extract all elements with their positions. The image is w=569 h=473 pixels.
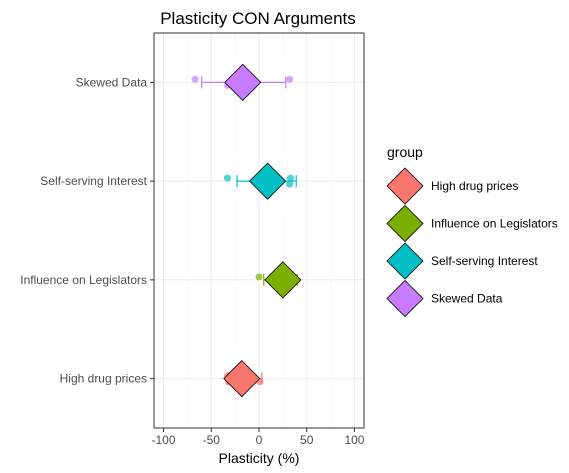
y-tick-label: Skewed Data	[76, 75, 148, 89]
data-point	[191, 75, 199, 83]
plot-panel	[153, 32, 365, 429]
data-point	[224, 174, 231, 182]
x-tick-label: -50	[203, 433, 221, 447]
legend-label: Self-serving Interest	[431, 254, 538, 268]
x-tick-label: 50	[300, 433, 314, 447]
legend-item: Self-serving Interest	[386, 242, 538, 280]
x-tick-label: 100	[344, 433, 364, 447]
legend-label: Skewed Data	[431, 292, 503, 306]
legend-item: High drug prices	[386, 167, 518, 205]
legend-item: Influence on Legislators	[386, 204, 558, 243]
legend-label: Influence on Legislators	[431, 217, 558, 231]
legend: group High drug prices Influence on Legis…	[386, 144, 558, 318]
mean-diamond	[224, 63, 262, 101]
series-2	[255, 261, 302, 299]
data-point	[255, 273, 263, 281]
legend-item: Skewed Data	[386, 279, 503, 318]
legend-key	[386, 242, 424, 280]
legend-key	[386, 279, 424, 318]
chart-title: Plasticity CON Arguments	[160, 9, 356, 28]
legend-title: group	[387, 144, 423, 160]
x-axis: -100 -50 0 50 100	[152, 428, 365, 447]
x-axis-title: Plasticity (%)	[219, 450, 300, 466]
legend-key	[386, 167, 424, 205]
data-point	[286, 180, 294, 188]
y-axis: High drug prices Influence on Legislators…	[20, 75, 154, 386]
mean-diamond	[223, 360, 261, 398]
x-tick-label: -100	[152, 433, 176, 447]
y-tick-label: High drug prices	[60, 372, 147, 386]
mean-diamond	[249, 162, 287, 200]
legend-label: High drug prices	[431, 179, 518, 193]
series-3	[224, 162, 297, 200]
data-point	[286, 75, 294, 83]
data-point	[287, 174, 294, 182]
x-tick-label: 0	[256, 433, 263, 447]
legend-key	[386, 204, 424, 243]
y-tick-label: Self-serving Interest	[40, 174, 147, 188]
series-4	[191, 63, 294, 101]
mean-diamond	[264, 261, 302, 299]
series-1	[223, 360, 264, 398]
y-tick-label: Influence on Legislators	[20, 273, 147, 287]
